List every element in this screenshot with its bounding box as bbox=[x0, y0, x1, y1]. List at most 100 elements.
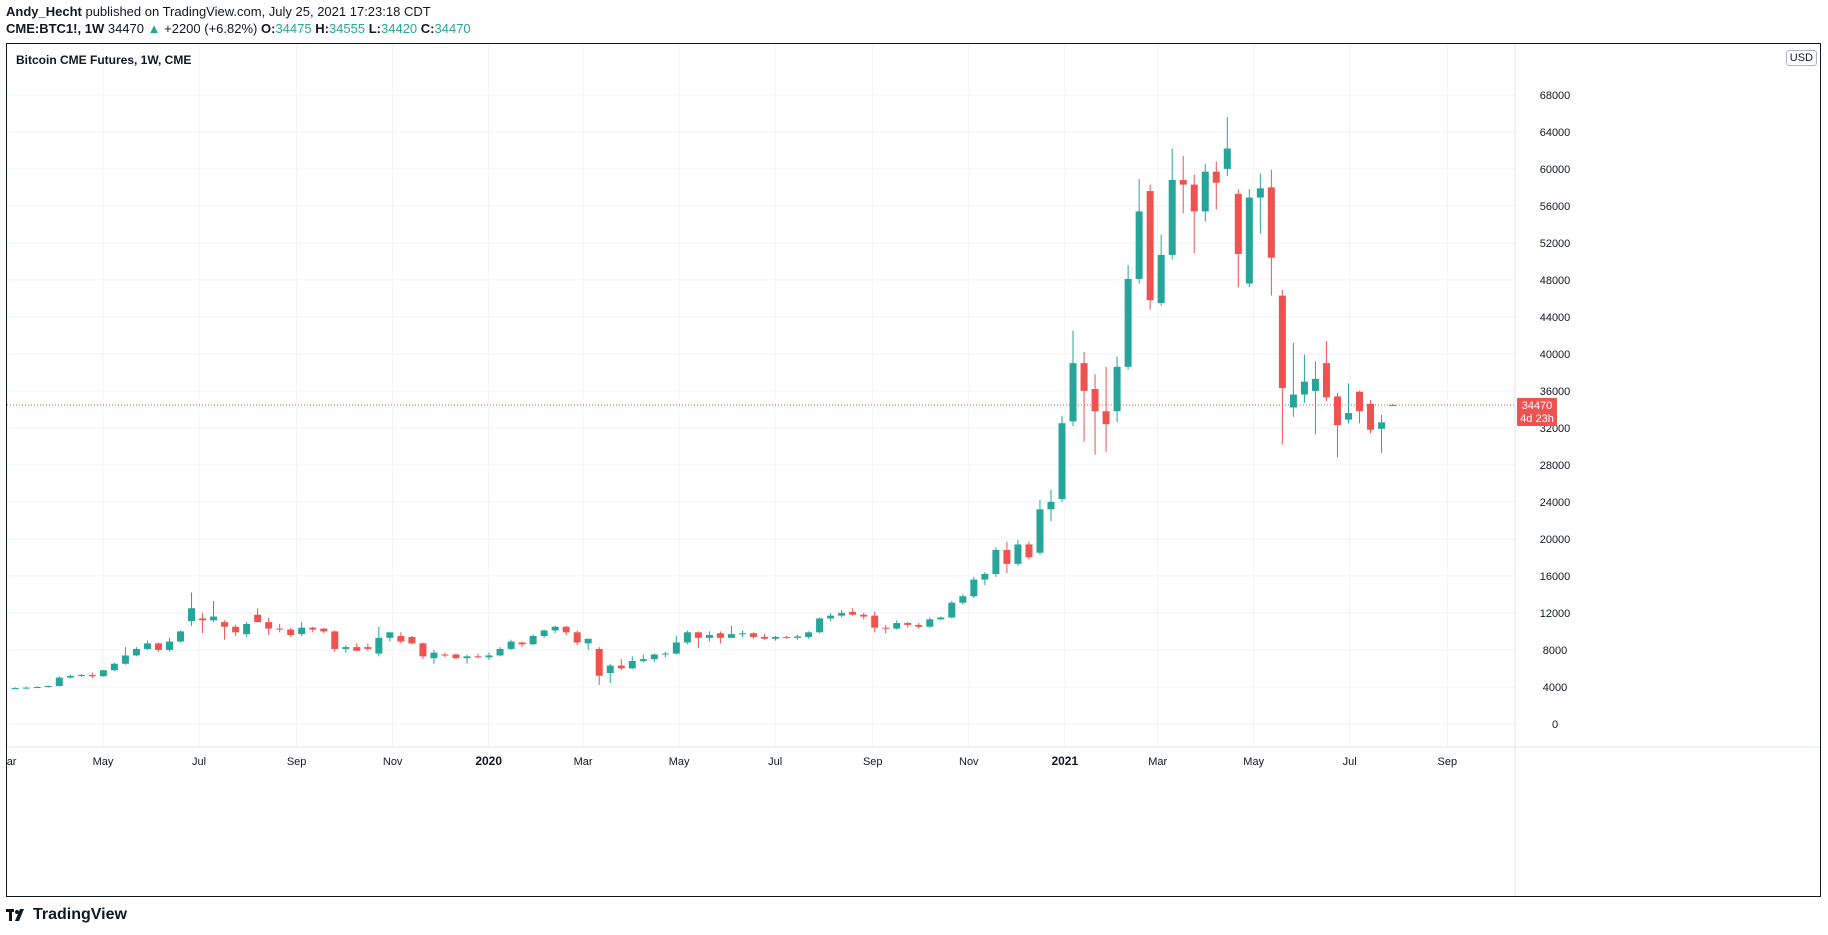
candle-body-down[interactable] bbox=[1356, 391, 1364, 412]
candle-body-up[interactable] bbox=[430, 652, 438, 659]
candle-body-down[interactable] bbox=[1146, 191, 1154, 301]
candle-body-up[interactable] bbox=[893, 623, 901, 629]
candle-body-down[interactable] bbox=[1080, 363, 1088, 391]
candle-body-up[interactable] bbox=[827, 615, 835, 619]
candle-body-up[interactable] bbox=[110, 663, 118, 671]
candle-body-up[interactable] bbox=[375, 637, 383, 654]
candle-body-up[interactable] bbox=[661, 653, 669, 655]
candle-body-up[interactable] bbox=[132, 648, 140, 656]
candle-body-up[interactable] bbox=[66, 675, 74, 678]
candle-body-up[interactable] bbox=[1124, 278, 1132, 367]
candle-body-up[interactable] bbox=[44, 685, 52, 687]
candle-body-down[interactable] bbox=[562, 626, 570, 633]
candle-body-up[interactable] bbox=[33, 686, 41, 688]
candle-body-down[interactable] bbox=[1389, 404, 1397, 406]
candle-body-up[interactable] bbox=[188, 608, 196, 622]
candle-body-up[interactable] bbox=[143, 643, 151, 649]
candle-body-down[interactable] bbox=[595, 648, 603, 676]
candle-body-down[interactable] bbox=[617, 665, 625, 669]
candle-body-down[interactable] bbox=[1367, 403, 1375, 430]
candle-body-down[interactable] bbox=[232, 626, 240, 633]
candle-body-down[interactable] bbox=[1190, 184, 1198, 212]
candle-body-down[interactable] bbox=[1234, 193, 1242, 254]
candle-body-up[interactable] bbox=[606, 665, 614, 673]
candle-body-up[interactable] bbox=[177, 631, 185, 642]
candle-body-up[interactable] bbox=[540, 630, 548, 636]
candle-body-up[interactable] bbox=[650, 654, 658, 660]
candle-body-down[interactable] bbox=[353, 647, 361, 651]
tradingview-brand[interactable]: TradingView bbox=[6, 906, 127, 924]
candle-body-up[interactable] bbox=[121, 655, 129, 664]
candle-body-up[interactable] bbox=[705, 635, 713, 638]
candle-body-up[interactable] bbox=[1113, 366, 1121, 412]
candle-body-up[interactable] bbox=[210, 616, 218, 621]
candle-body-up[interactable] bbox=[1300, 381, 1308, 395]
candle-body-down[interactable] bbox=[849, 611, 857, 615]
candle-body-up[interactable] bbox=[1157, 254, 1165, 303]
candle-body-down[interactable] bbox=[452, 654, 460, 659]
candle-body-up[interactable] bbox=[1036, 509, 1044, 553]
candle-body-down[interactable] bbox=[474, 656, 482, 658]
candle-body-down[interactable] bbox=[783, 636, 791, 638]
candle-body-up[interactable] bbox=[1344, 413, 1352, 420]
candle-body-down[interactable] bbox=[1102, 411, 1110, 425]
candle-body-up[interactable] bbox=[727, 634, 735, 638]
candlestick-chart[interactable]: 0400080001200016000200002400028000320003… bbox=[7, 44, 1820, 896]
candle-body-down[interactable] bbox=[1003, 549, 1011, 564]
candle-body-down[interactable] bbox=[221, 622, 229, 627]
candle-body-down[interactable] bbox=[1267, 187, 1275, 258]
candle-body-down[interactable] bbox=[871, 615, 879, 628]
candle-body-up[interactable] bbox=[507, 641, 515, 649]
candle-body-up[interactable] bbox=[1223, 148, 1231, 169]
candle-body-down[interactable] bbox=[573, 632, 581, 643]
candle-body-down[interactable] bbox=[761, 636, 768, 639]
candle-body-up[interactable] bbox=[342, 647, 350, 649]
candle-body-up[interactable] bbox=[628, 660, 636, 669]
candle-body-up[interactable] bbox=[1168, 179, 1176, 255]
currency-button[interactable]: USD bbox=[1785, 50, 1817, 66]
candle-body-down[interactable] bbox=[882, 627, 890, 629]
candle-body-up[interactable] bbox=[970, 579, 978, 597]
candle-body-down[interactable] bbox=[904, 623, 912, 625]
candle-body-up[interactable] bbox=[838, 612, 846, 616]
candle-body-up[interactable] bbox=[794, 636, 802, 638]
candle-body-up[interactable] bbox=[1047, 501, 1055, 510]
candle-body-up[interactable] bbox=[485, 655, 493, 658]
candle-body-down[interactable] bbox=[199, 618, 207, 621]
candle-body-up[interactable] bbox=[165, 641, 173, 650]
candle-body-up[interactable] bbox=[992, 549, 1000, 575]
candle-body-up[interactable] bbox=[1311, 378, 1319, 391]
candle-body-up[interactable] bbox=[386, 632, 394, 638]
candle-body-up[interactable] bbox=[805, 632, 813, 637]
candle-body-down[interactable] bbox=[1278, 295, 1286, 389]
candle-body-up[interactable] bbox=[639, 659, 647, 661]
candle-body-up[interactable] bbox=[529, 636, 537, 645]
candle-body-up[interactable] bbox=[1256, 188, 1264, 198]
candle-body-down[interactable] bbox=[1322, 363, 1330, 398]
candle-body-down[interactable] bbox=[1212, 171, 1220, 183]
candle-body-down[interactable] bbox=[287, 629, 295, 636]
candle-body-down[interactable] bbox=[265, 622, 273, 629]
candle-body-up[interactable] bbox=[937, 617, 945, 620]
candle-body-up[interactable] bbox=[1378, 422, 1386, 429]
candle-body-up[interactable] bbox=[738, 633, 746, 635]
candle-body-down[interactable] bbox=[320, 628, 328, 632]
candle-body-down[interactable] bbox=[1091, 389, 1099, 412]
candle-body-down[interactable] bbox=[518, 642, 526, 645]
candle-body-up[interactable] bbox=[683, 632, 691, 643]
candle-body-down[interactable] bbox=[419, 643, 427, 657]
candle-body-up[interactable] bbox=[11, 687, 19, 689]
candle-body-down[interactable] bbox=[716, 633, 724, 638]
candle-body-up[interactable] bbox=[948, 602, 956, 618]
candle-body-up[interactable] bbox=[243, 623, 251, 635]
candle-body-up[interactable] bbox=[99, 670, 107, 677]
candle-body-down[interactable] bbox=[397, 636, 405, 642]
candle-body-up[interactable] bbox=[1069, 363, 1077, 422]
candle-body-up[interactable] bbox=[959, 596, 967, 603]
candle-body-down[interactable] bbox=[1333, 396, 1341, 426]
candle-body-up[interactable] bbox=[463, 656, 471, 659]
candle-body-down[interactable] bbox=[915, 624, 923, 627]
candle-body-up[interactable] bbox=[55, 677, 63, 686]
candle-body-up[interactable] bbox=[298, 627, 306, 635]
candle-body-down[interactable] bbox=[331, 631, 339, 649]
